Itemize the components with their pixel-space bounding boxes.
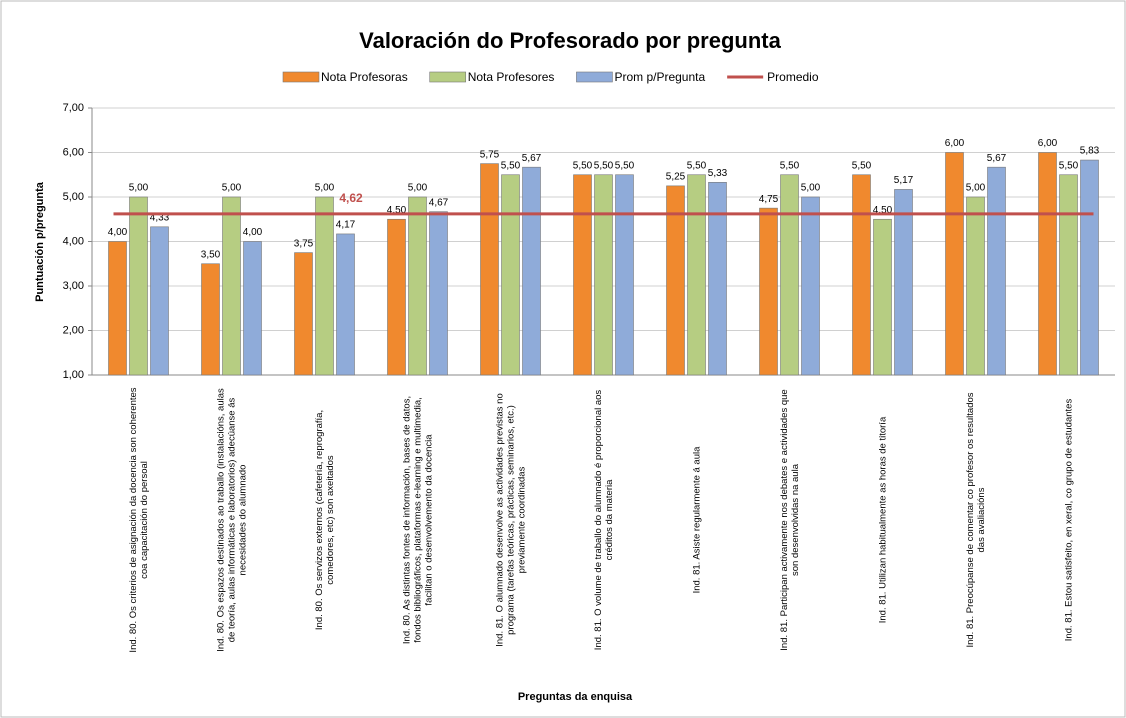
x-tick-label: Ind. 81. Estou satisfeito, en xeral, co …: [1063, 398, 1074, 642]
bar: [408, 196, 427, 376]
x-tick-label: Ind. 81. Utilizan habitualmente as horas…: [877, 416, 888, 624]
value-label: 6,00: [1038, 138, 1058, 149]
y-tick-label: 3,00: [63, 280, 84, 292]
bar: [501, 174, 520, 376]
y-tick-label: 5,00: [63, 191, 84, 203]
x-tick-label: Ind. 81. Participan activamente nos deba…: [778, 389, 801, 651]
value-label: 5,00: [801, 183, 821, 194]
bar: [336, 233, 355, 376]
x-tick-label: Ind. 81. Preocúpanse de comentar co prof…: [964, 392, 987, 648]
bar: [429, 211, 448, 376]
y-axis-title: Puntuación p/pregunta: [34, 181, 46, 302]
value-label: 5,67: [522, 153, 542, 164]
value-label: 5,50: [501, 160, 521, 171]
legend-label: Prom p/Pregunta: [614, 70, 705, 84]
bar: [594, 174, 613, 376]
bar: [666, 185, 685, 376]
value-label: 5,67: [987, 153, 1007, 164]
value-label: 4,75: [759, 194, 779, 205]
value-label: 5,00: [408, 183, 428, 194]
bar: [894, 189, 913, 376]
y-tick-label: 7,00: [63, 102, 84, 114]
x-tick-label: Ind. 80. As distintas fontes de informac…: [401, 395, 434, 645]
value-label: 5,33: [708, 168, 728, 179]
bar: [573, 174, 592, 376]
bar: [480, 163, 499, 376]
x-tick-label: Ind. 80. Os espazos destinados ao trabal…: [215, 388, 248, 652]
average-label: 4,62: [339, 191, 363, 205]
value-label: 5,00: [315, 183, 335, 194]
value-label: 4,17: [336, 220, 356, 231]
chart-title: Valoración do Profesorado por pregunta: [359, 28, 781, 53]
bar: [966, 196, 985, 376]
legend-swatch: [429, 71, 467, 83]
bar: [387, 218, 406, 376]
x-tick-label: Ind. 81. O volume de traballo do alumnad…: [592, 389, 615, 651]
bar: [201, 263, 220, 376]
value-label: 4,50: [387, 205, 407, 216]
value-label: 5,50: [615, 160, 635, 171]
value-label: 5,25: [666, 172, 686, 183]
y-tick-label: 4,00: [63, 235, 84, 247]
bar: [1080, 159, 1099, 376]
legend-label: Nota Profesoras: [321, 70, 408, 84]
bar: [780, 174, 799, 376]
legend-label: Promedio: [767, 70, 819, 84]
value-label: 5,83: [1080, 146, 1100, 157]
bar: [759, 207, 778, 376]
bar: [687, 174, 706, 376]
y-tick-label: 6,00: [63, 146, 84, 158]
bar: [801, 196, 820, 376]
value-label: 5,75: [480, 149, 500, 160]
value-label: 5,00: [129, 183, 149, 194]
value-label: 4,00: [243, 227, 263, 238]
value-label: 5,00: [222, 183, 242, 194]
legend-swatch: [282, 71, 320, 83]
value-label: 4,33: [150, 212, 170, 223]
legend-label: Nota Profesores: [468, 70, 555, 84]
x-tick-label: Ind. 81. Asiste regularmente á aula: [691, 446, 702, 594]
bar: [945, 152, 964, 376]
value-label: 5,00: [966, 183, 986, 194]
bar: [243, 241, 262, 376]
x-tick-label: Ind. 80. Os criterios de asignación da d…: [127, 387, 150, 653]
value-label: 4,67: [429, 197, 449, 208]
bar: [615, 174, 634, 376]
value-label: 5,50: [1059, 160, 1079, 171]
value-label: 6,00: [945, 138, 965, 149]
bar: [129, 196, 148, 376]
bar: [222, 196, 241, 376]
legend-swatch: [576, 71, 613, 83]
value-label: 5,50: [594, 160, 614, 171]
x-tick-label: Ind. 81. O alumnado desenvolve as activi…: [494, 393, 527, 647]
bar: [852, 174, 871, 376]
bar: [315, 196, 334, 376]
bar: [1059, 174, 1078, 376]
y-tick-label: 1,00: [63, 369, 84, 381]
value-label: 3,50: [201, 249, 221, 260]
bar: [1038, 152, 1057, 376]
value-label: 5,50: [687, 160, 707, 171]
bar: [294, 252, 313, 376]
value-label: 5,50: [780, 160, 800, 171]
value-label: 4,50: [873, 205, 893, 216]
y-tick-label: 2,00: [63, 324, 84, 336]
bar: [108, 241, 127, 376]
bar: [522, 166, 541, 376]
value-label: 3,75: [294, 238, 314, 249]
bar: [708, 182, 727, 376]
value-label: 5,17: [894, 175, 914, 186]
value-label: 5,50: [852, 160, 872, 171]
value-label: 5,50: [573, 160, 593, 171]
x-axis-title: Preguntas da enquisa: [518, 691, 633, 703]
bar: [873, 218, 892, 376]
value-label: 4,00: [108, 227, 128, 238]
x-tick-label: Ind. 80. Os servizos externos (cafetería…: [313, 409, 336, 631]
bar: [987, 166, 1006, 376]
bar: [150, 226, 169, 376]
